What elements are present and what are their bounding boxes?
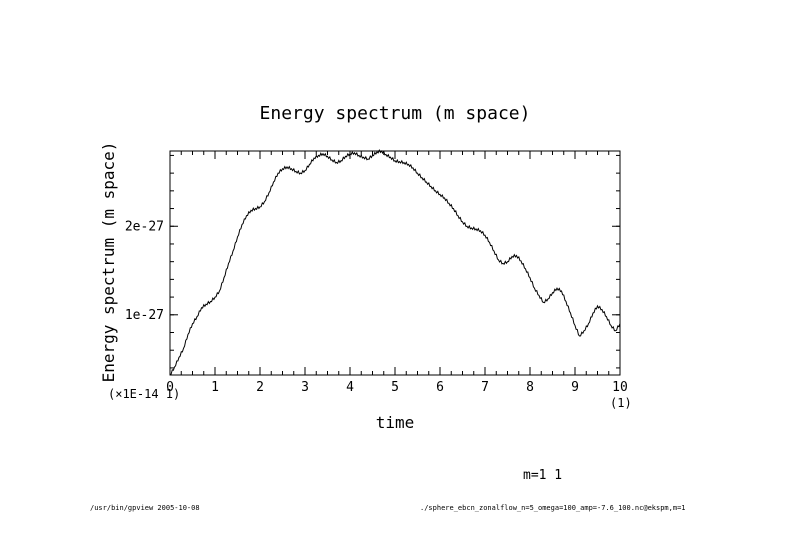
footer-left: /usr/bin/gpview 2005-10-08 [90, 504, 200, 512]
x-tick-label: 10 [612, 380, 628, 395]
y-axis-ticks: 1e-27 2e-27 [125, 219, 620, 323]
x-tick-label: 3 [301, 380, 309, 395]
x-scale-note: (×1E-14 1) [108, 387, 180, 401]
x-tick-label: 7 [481, 380, 489, 395]
x-tick-label: 0 [166, 380, 174, 395]
y-axis-label: Energy spectrum (m space) [99, 142, 118, 383]
legend-label: m=1 1 [523, 468, 562, 483]
x-unit-note: (1) [610, 396, 632, 410]
chart-title: Energy spectrum (m space) [260, 103, 531, 124]
x-axis-ticks: 0 1 2 3 4 5 6 7 8 9 10 [166, 151, 628, 395]
minor-ticks [169, 151, 621, 375]
y-tick-label: 2e-27 [125, 219, 164, 234]
x-tick-label: 5 [391, 380, 399, 395]
x-tick-label: 9 [571, 380, 579, 395]
x-tick-label: 8 [526, 380, 534, 395]
x-tick-label: 6 [436, 380, 444, 395]
series-line-m1 [169, 149, 621, 376]
x-tick-label: 4 [346, 380, 354, 395]
x-tick-label: 1 [211, 380, 219, 395]
x-axis-label: time [376, 413, 415, 432]
x-tick-label: 2 [256, 380, 264, 395]
y-tick-label: 1e-27 [125, 308, 164, 323]
plot-frame [169, 150, 621, 376]
footer-right: ./sphere_ebcn_zonalflow_n=5_omega=100_am… [420, 504, 686, 512]
